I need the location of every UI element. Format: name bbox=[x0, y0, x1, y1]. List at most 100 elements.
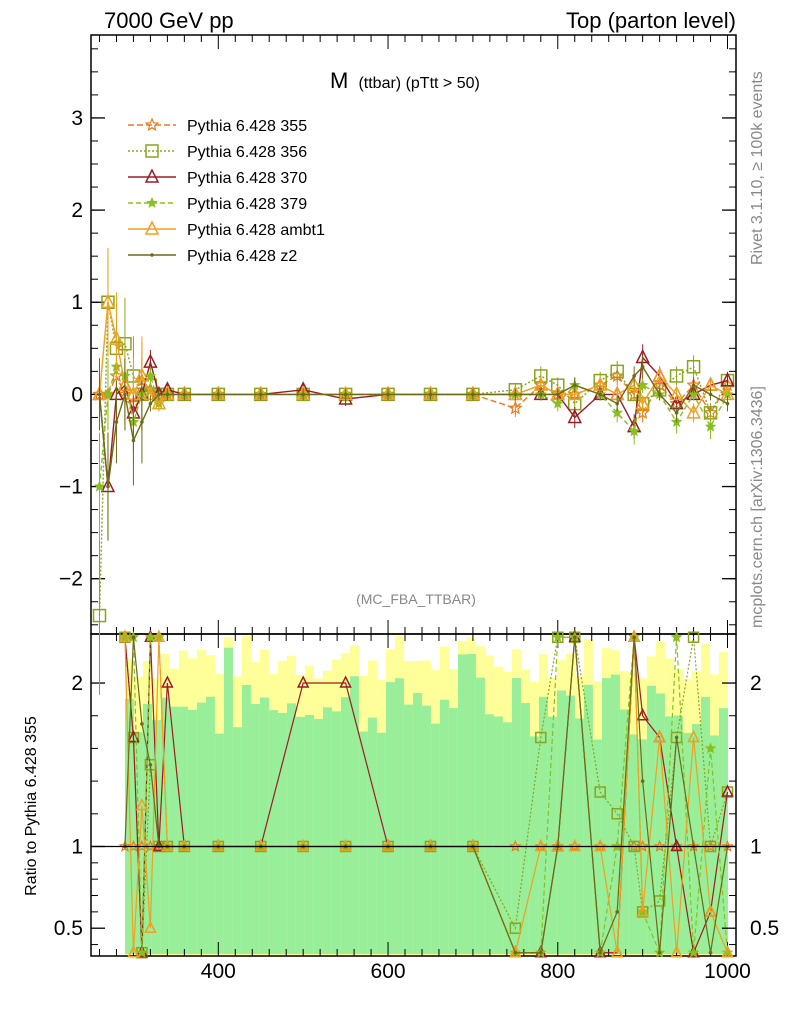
ratio-band-inner bbox=[682, 732, 692, 954]
data-point bbox=[140, 722, 144, 726]
data-point bbox=[109, 330, 124, 345]
ratio-band-inner bbox=[484, 714, 494, 954]
ratio-band-inner bbox=[430, 723, 440, 954]
ratio-band-inner bbox=[457, 654, 467, 954]
data-point bbox=[178, 838, 191, 852]
data-point bbox=[598, 950, 603, 955]
legend: Pythia 6.428 355 Pythia 6.428 356 Pythia 6… bbox=[128, 117, 325, 265]
data-point bbox=[254, 838, 267, 852]
data-point bbox=[146, 196, 158, 208]
data-point bbox=[653, 729, 666, 743]
data-point bbox=[721, 945, 734, 958]
data-point bbox=[686, 360, 701, 374]
data-point bbox=[339, 838, 352, 852]
data-point bbox=[593, 838, 607, 852]
data-point bbox=[150, 253, 154, 257]
ratio-band-inner bbox=[169, 706, 179, 954]
ratio-band-inner bbox=[655, 693, 665, 954]
data-point bbox=[93, 480, 106, 492]
series-5 bbox=[97, 355, 730, 541]
data-point bbox=[626, 376, 642, 391]
data-point bbox=[686, 404, 701, 419]
ratio-band-inner bbox=[331, 711, 341, 954]
data-point bbox=[135, 797, 149, 811]
data-point bbox=[704, 420, 717, 432]
data-point bbox=[535, 731, 547, 744]
data-point bbox=[100, 293, 116, 308]
data-point bbox=[611, 406, 623, 418]
data-point bbox=[144, 117, 160, 132]
data-point bbox=[568, 838, 581, 852]
data-point bbox=[509, 945, 522, 958]
data-point bbox=[513, 392, 518, 397]
data-point bbox=[152, 838, 166, 852]
ratio-band-inner bbox=[259, 697, 269, 954]
ratio-band-inner bbox=[223, 647, 233, 954]
legend-label: Pythia 6.428 379 bbox=[187, 196, 307, 213]
data-point bbox=[551, 838, 564, 852]
data-point bbox=[509, 922, 522, 934]
data-point bbox=[611, 808, 623, 820]
ratio-band-inner bbox=[232, 727, 242, 954]
data-point bbox=[670, 838, 683, 852]
ratio-band-inner bbox=[412, 693, 422, 954]
data-point bbox=[687, 631, 700, 644]
data-point bbox=[704, 839, 717, 852]
data-point bbox=[636, 708, 649, 721]
ratio-band-inner bbox=[160, 697, 170, 954]
header-right: Top (parton level) bbox=[566, 8, 736, 33]
data-point bbox=[106, 484, 110, 489]
ratio-band-inner bbox=[700, 696, 710, 954]
data-point bbox=[144, 369, 157, 381]
main-series bbox=[92, 248, 735, 695]
data-point bbox=[539, 392, 543, 397]
data-point bbox=[151, 394, 167, 410]
data-point bbox=[615, 910, 619, 914]
data-point bbox=[140, 420, 144, 424]
ratio-ytick-label-right: 2 bbox=[750, 672, 762, 695]
data-point bbox=[687, 946, 700, 958]
data-point bbox=[296, 675, 310, 688]
data-point bbox=[572, 383, 577, 387]
ratio-band-inner bbox=[142, 703, 152, 954]
series-line bbox=[98, 302, 729, 616]
analysis-tag: (MC_FBA_TTBAR) bbox=[356, 591, 476, 607]
ratio-band-inner bbox=[439, 699, 449, 954]
ratio-band-inner bbox=[529, 736, 539, 954]
series-2 bbox=[92, 344, 735, 541]
ratio-ytick-label: 2 bbox=[71, 672, 83, 695]
data-point bbox=[509, 839, 522, 852]
ratio-band-inner bbox=[241, 684, 251, 954]
data-point bbox=[632, 374, 636, 378]
main-title-sub: (ttbar) (pTtt > 50) bbox=[358, 75, 479, 92]
ratio-band-inner bbox=[133, 732, 143, 954]
data-point bbox=[508, 400, 523, 415]
ratio-xtick-label: 1000 bbox=[704, 960, 751, 983]
data-point bbox=[148, 762, 153, 767]
ratio-ylabel: Ratio to Pythia 6.428 355 bbox=[23, 716, 40, 896]
ratio-band-inner bbox=[538, 696, 548, 954]
data-point bbox=[148, 401, 153, 406]
ratio-series bbox=[91, 629, 736, 959]
data-point bbox=[687, 388, 700, 400]
ratio-band-inner bbox=[673, 715, 683, 954]
ratio-band-inner bbox=[493, 716, 503, 954]
ratio-band-inner bbox=[466, 654, 476, 954]
main-ytick-label: 3 bbox=[71, 107, 83, 130]
ratio-band-inner bbox=[475, 677, 485, 954]
data-point bbox=[212, 838, 225, 852]
data-point bbox=[598, 392, 603, 397]
data-point bbox=[513, 950, 518, 955]
ratio-band-inner bbox=[421, 705, 431, 954]
main-title-symbol: M bbox=[330, 68, 348, 93]
data-point bbox=[657, 392, 662, 397]
data-point bbox=[161, 675, 174, 688]
ratio-band-inner bbox=[367, 717, 377, 954]
data-point bbox=[539, 950, 543, 955]
data-point bbox=[144, 220, 160, 235]
data-point bbox=[339, 675, 352, 688]
data-point bbox=[721, 784, 734, 797]
data-point bbox=[635, 394, 650, 410]
series-1 bbox=[92, 248, 735, 695]
